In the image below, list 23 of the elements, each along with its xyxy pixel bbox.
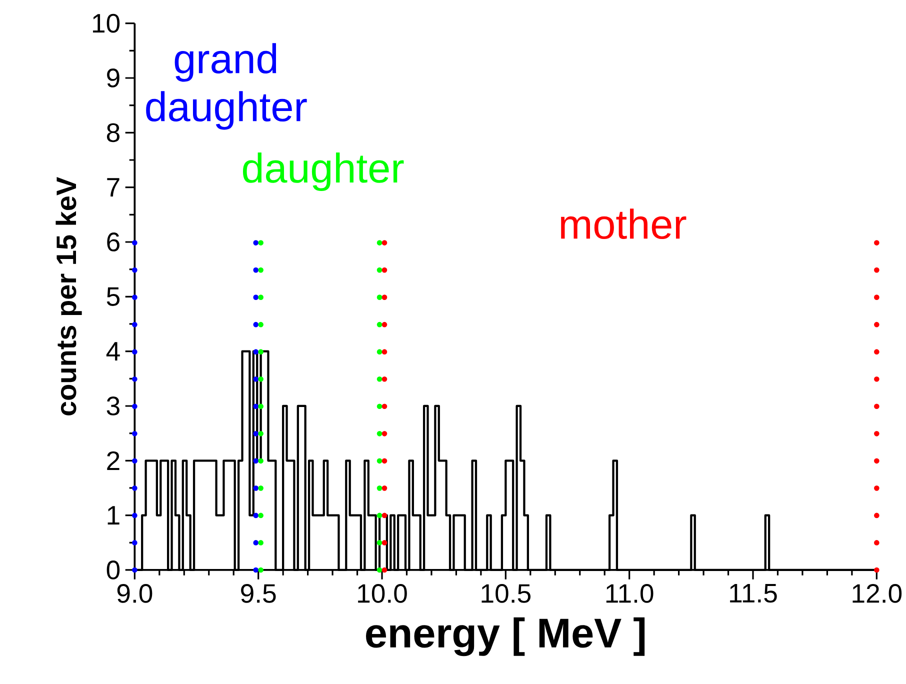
y-tick-label: 1	[108, 506, 120, 524]
x-tick-label: 11.5	[730, 584, 777, 603]
y-axis-title: counts per 15 keV	[56, 177, 82, 416]
x-tick-label: 11.0	[606, 584, 654, 603]
y-tick-label: 8	[106, 123, 120, 142]
y-tick-label: 2	[107, 451, 120, 470]
y-tick-label: 0	[106, 560, 120, 580]
y-tick-label: 7	[107, 178, 120, 196]
y-tick-label: 4	[106, 342, 120, 360]
text: mother	[560, 208, 686, 240]
series-label: daughter	[242, 152, 404, 192]
x-axis-title: energy [ MeV ]	[366, 617, 645, 656]
x-tick-label: 9.0	[117, 584, 152, 603]
y-tick-label: 5	[106, 287, 120, 306]
y-tick-label: 6	[107, 232, 120, 252]
x-tick-label: 12.0	[852, 584, 902, 603]
text: grand daughter	[146, 43, 307, 130]
x-tick-label: 10.0	[358, 584, 407, 603]
y-tick-label: 3	[106, 396, 120, 416]
y-tick-label: 9	[107, 68, 120, 88]
x-tick-label: 9.5	[241, 584, 276, 603]
x-tick-label: 10.5	[482, 584, 531, 603]
y-tick-label: 10	[92, 14, 120, 33]
